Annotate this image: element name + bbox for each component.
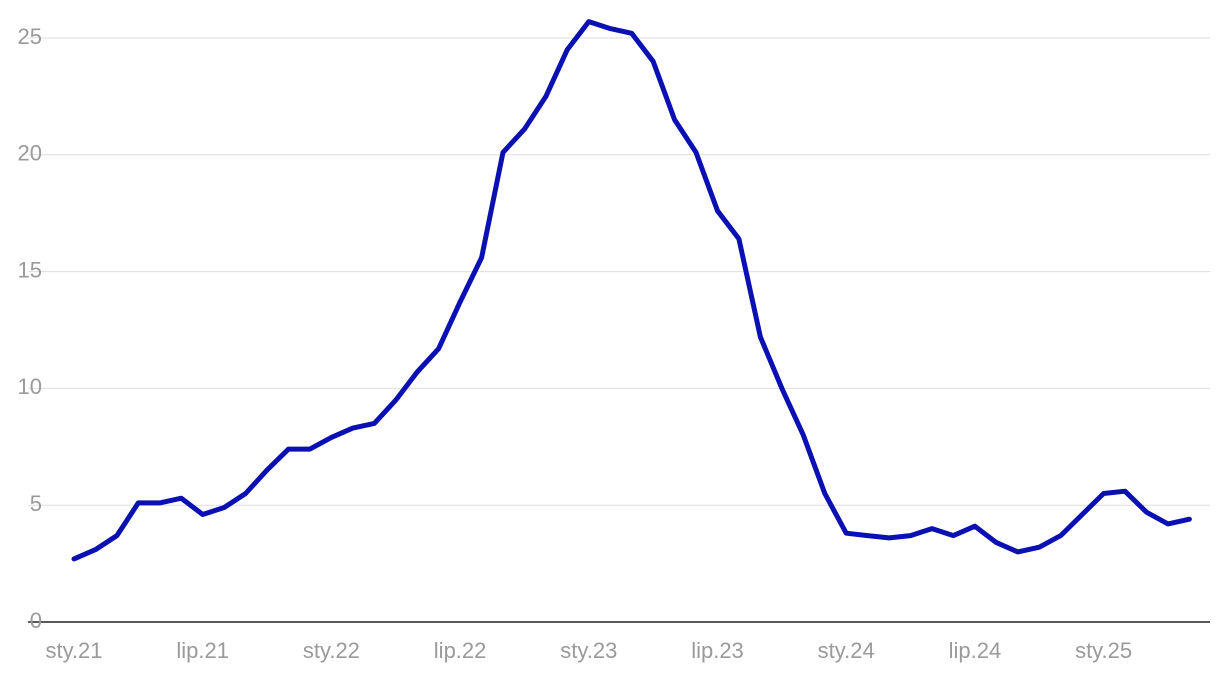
- y-tick-label: 20: [18, 141, 42, 166]
- x-tick-label: lip.23: [691, 638, 744, 663]
- x-tick-label: sty.23: [560, 638, 617, 663]
- line: [71, 19, 1192, 562]
- x-tick-label: sty.22: [303, 638, 360, 663]
- y-tick-label: 10: [18, 374, 42, 399]
- x-tick-label: lip.24: [949, 638, 1002, 663]
- x-tick-label: sty.21: [45, 638, 102, 663]
- x-tick-label: lip.21: [176, 638, 229, 663]
- x-tick-label: sty.25: [1075, 638, 1132, 663]
- y-tick-label: 5: [30, 491, 42, 516]
- y-tick-label: 25: [18, 24, 42, 49]
- x-tick-label: sty.24: [818, 638, 875, 663]
- x-tick-label: lip.22: [434, 638, 487, 663]
- y-tick-label: 0: [30, 608, 42, 633]
- y-tick-label: 15: [18, 257, 42, 282]
